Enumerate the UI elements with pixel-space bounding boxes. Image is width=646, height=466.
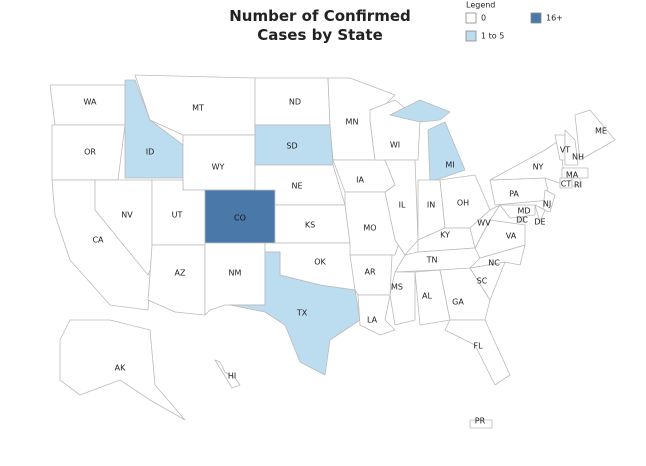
state-label: NM (229, 269, 242, 278)
state-label: MT (192, 104, 204, 113)
state-shape (534, 204, 546, 223)
state-label: CO (234, 214, 246, 223)
state-shape (147, 244, 206, 316)
state-label: PR (475, 417, 486, 426)
state-label: NV (121, 211, 133, 220)
state-label: MI (445, 161, 454, 170)
state-shape (389, 99, 451, 123)
state-label: AL (422, 292, 432, 301)
legend-label: 0 (481, 14, 486, 23)
state-label: MO (363, 224, 376, 233)
state-label: PA (509, 190, 519, 199)
map-title: Number of Confirmed Cases by State (229, 7, 411, 44)
state-shape (499, 204, 536, 219)
state-shape (489, 177, 551, 206)
state-label: NE (291, 182, 302, 191)
state-label: LA (367, 316, 378, 325)
state-label: CT (561, 180, 572, 189)
state-label: MN (346, 118, 359, 127)
state-label: AZ (175, 269, 186, 278)
state-label: OH (457, 199, 469, 208)
state-label: WV (477, 219, 491, 228)
state-label: CA (92, 236, 104, 245)
state-label: VA (506, 232, 517, 241)
state-label: ND (289, 98, 301, 107)
state-label: VT (560, 146, 570, 155)
state-label: HI (228, 372, 236, 381)
state-label: WI (390, 141, 400, 150)
state-label: TX (296, 309, 308, 318)
legend-title: Legend (466, 1, 495, 10)
state-label: DE (534, 218, 545, 227)
legend-swatch (465, 12, 477, 24)
state-shape (384, 159, 419, 256)
state-label: MS (391, 283, 403, 292)
state-shape (574, 109, 616, 161)
state-shape (444, 319, 511, 386)
state-label: GA (452, 298, 464, 307)
state-shape (489, 139, 566, 186)
state-label: UT (172, 211, 183, 220)
state-label: NJ (543, 200, 551, 209)
state-label: WA (84, 98, 97, 107)
state-shape (214, 359, 241, 389)
state-label: IA (356, 176, 364, 185)
state-shape (561, 167, 589, 179)
state-label: KS (305, 221, 315, 230)
state-label: MA (566, 171, 579, 180)
state-shape (564, 129, 579, 166)
state-shape (229, 251, 361, 376)
state-label: MD (517, 207, 530, 216)
state-label: OR (84, 148, 96, 157)
state-label: NC (488, 259, 500, 268)
state-label: ME (595, 127, 607, 136)
state-shape (559, 177, 573, 189)
legend-label: 16+ (546, 14, 563, 23)
legend-swatch (530, 12, 542, 24)
state-label: NY (533, 163, 544, 172)
state-shape (204, 242, 266, 316)
state-label: DC (516, 216, 528, 225)
state-shape (571, 177, 581, 187)
state-shape (389, 271, 416, 326)
state-label: RI (574, 181, 582, 190)
legend-swatch (465, 30, 477, 42)
state-label: WY (212, 163, 225, 172)
state-shape (469, 204, 501, 249)
legend-label: 1 to 5 (481, 32, 504, 41)
state-label: AK (115, 364, 126, 373)
state-label: SC (477, 277, 488, 286)
state-label: IN (427, 201, 435, 210)
state-label: ID (146, 148, 155, 157)
state-shape (439, 267, 491, 321)
state-label: NH (572, 153, 584, 162)
state-label: KY (440, 231, 450, 240)
state-label: IL (399, 201, 406, 210)
state-shape (518, 216, 525, 223)
state-shape (332, 159, 396, 193)
state-label: OK (314, 258, 326, 267)
state-label: TN (426, 256, 438, 265)
state-shape (542, 189, 556, 213)
state-shape (427, 121, 466, 183)
state-label: FL (473, 342, 483, 351)
state-shape (59, 319, 186, 421)
state-shape (469, 419, 493, 429)
state-label: SD (286, 142, 297, 151)
state-label: AR (364, 268, 375, 277)
